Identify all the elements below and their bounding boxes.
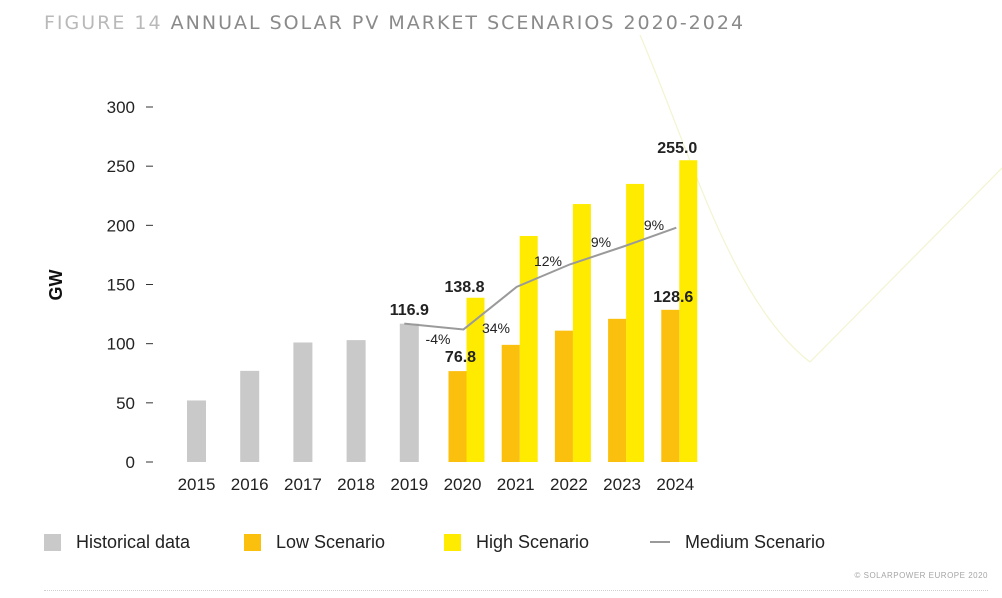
value-label: 255.0 — [657, 140, 697, 157]
legend-label-medium: Medium Scenario — [685, 531, 826, 552]
legend-label-historical: Historical data — [76, 531, 191, 552]
x-tick-label: 2015 — [178, 475, 216, 494]
bar-low — [448, 371, 467, 462]
y-tick-label: 250 — [107, 157, 135, 176]
bar-historical — [399, 323, 419, 462]
medium-scenario-line — [404, 226, 677, 331]
x-tick-label: 2022 — [550, 475, 588, 494]
copyright: © SOLARPOWER EUROPE 2020 — [854, 571, 988, 580]
medium-scenario-polyline — [404, 226, 677, 331]
legend-swatch-historical — [44, 533, 61, 551]
legend: Historical data Low Scenario High Scenar… — [0, 531, 1002, 555]
growth-label: 9% — [644, 217, 664, 233]
value-label: 76.8 — [445, 349, 476, 366]
x-tick-label: 2019 — [390, 475, 428, 494]
bar-high — [626, 183, 645, 462]
y-tick-label: 0 — [126, 453, 135, 472]
x-axis: 2015 2016 2017 2018 2019 2020 2021 2022 2023 2024 — [178, 475, 695, 494]
x-tick-label: 2016 — [231, 475, 269, 494]
growth-label: -4% — [426, 331, 451, 347]
y-tick-label: 50 — [116, 394, 135, 413]
value-label: 116.9 — [390, 302, 429, 319]
bar-historical — [346, 340, 366, 462]
bar-historical — [240, 370, 260, 462]
x-tick-label: 2018 — [337, 475, 375, 494]
bar-low — [608, 318, 627, 462]
legend-label-high: High Scenario — [476, 531, 590, 552]
x-tick-label: 2017 — [284, 475, 322, 494]
growth-label: 34% — [482, 320, 510, 336]
legend-item-medium: Medium Scenario — [650, 531, 825, 553]
x-tick-label: 2024 — [656, 475, 694, 494]
bar-historical — [293, 342, 313, 462]
bars — [187, 160, 698, 463]
figure-number: FIGURE 14 — [44, 12, 163, 34]
bar-high — [466, 297, 485, 462]
footer-divider — [44, 590, 988, 591]
x-tick-label: 2021 — [497, 475, 535, 494]
figure-title-text: ANNUAL SOLAR PV MARKET SCENARIOS 2020-20… — [170, 12, 746, 34]
value-label: 128.6 — [653, 289, 693, 306]
y-tick-label: 150 — [107, 276, 135, 295]
legend-swatch-medium — [650, 541, 670, 543]
y-axis: 0 50 100 150 200 250 300 GW — [46, 98, 153, 472]
figure-title: FIGURE 14 ANNUAL SOLAR PV MARKET SCENARI… — [44, 12, 745, 34]
growth-label: 9% — [591, 234, 611, 250]
bar-historical — [187, 400, 206, 462]
legend-item-low: Low Scenario — [244, 531, 385, 553]
data-labels: 116.9 76.8 138.8 128.6 255.0 -4% 34% 12% 9% 9% — [390, 140, 698, 366]
bar-high — [679, 160, 698, 462]
bar-low — [661, 309, 680, 462]
y-tick-label: 100 — [107, 335, 135, 354]
legend-label-low: Low Scenario — [276, 531, 386, 552]
legend-swatch-low — [244, 533, 261, 551]
bar-high — [572, 204, 591, 463]
value-label: 138.8 — [444, 279, 484, 296]
legend-item-historical: Historical data — [44, 531, 190, 553]
x-tick-label: 2020 — [444, 475, 482, 494]
background-decoration — [639, 34, 1002, 363]
bar-high — [519, 235, 538, 462]
y-axis-title: GW — [46, 269, 66, 300]
y-tick-label: 200 — [107, 216, 135, 235]
legend-item-high: High Scenario — [444, 531, 589, 553]
y-tick-label: 300 — [107, 98, 135, 117]
growth-label: 12% — [534, 253, 562, 269]
x-tick-label: 2023 — [603, 475, 641, 494]
legend-swatch-high — [444, 533, 461, 551]
bar-low — [501, 344, 520, 462]
bar-low — [554, 330, 573, 462]
